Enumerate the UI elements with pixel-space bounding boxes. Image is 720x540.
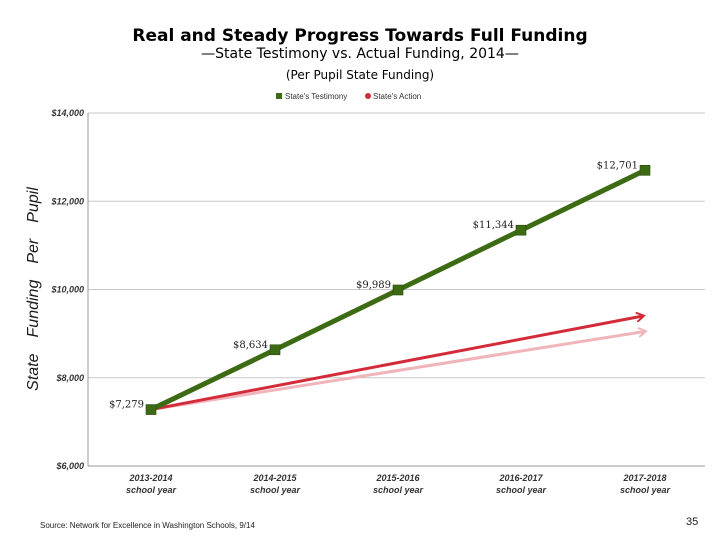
x-tick-label: 2015-2016 school year [373, 473, 424, 495]
testimony-point [515, 224, 527, 236]
legend-marker-action [365, 93, 371, 99]
testimony-data-label: $11,344 [473, 220, 514, 231]
y-tick-label: $8,000 [55, 373, 84, 383]
y-tick-label: $12,000 [50, 196, 84, 206]
source-note: Source: Network for Excellence in Washin… [40, 521, 255, 530]
x-tick-label: 2017-2018 school year [620, 473, 671, 495]
state-action-shadow-arrow [150, 331, 645, 412]
state-action-arrow [150, 316, 643, 412]
chart-title: Real and Steady Progress Towards Full Fu… [132, 26, 588, 46]
legend-marker-testimony [276, 93, 282, 99]
y-axis-label: State Funding Per Pupil [25, 187, 42, 391]
chart-subtitle: —State Testimony vs. Actual Funding, 201… [201, 46, 519, 62]
testimony-point [639, 165, 651, 176]
testimony-data-label: $9,989 [356, 280, 391, 291]
testimony-data-label: $12,701 [597, 160, 638, 171]
y-tick-label: $6,000 [55, 461, 84, 471]
legend-label-action: State's Action [373, 92, 421, 101]
x-tick-label: 2014-2015 school year [250, 473, 301, 495]
chart-subtitle-units: (Per Pupil State Funding) [285, 68, 435, 82]
testimony-data-label: $7,279 [109, 400, 144, 411]
x-tick-label: 2016-2017 school year [496, 473, 547, 495]
y-tick-label: $14,000 [50, 108, 84, 118]
page-number: 35 [686, 516, 699, 528]
legend-label-testimony: State's Testimony [285, 92, 347, 101]
testimony-point [269, 344, 281, 356]
y-tick-label: $10,000 [50, 285, 84, 295]
testimony-point [392, 284, 404, 296]
testimony-point [145, 404, 157, 415]
x-tick-label: 2013-2014 school year [126, 473, 177, 495]
testimony-data-label: $8,634 [233, 340, 268, 351]
